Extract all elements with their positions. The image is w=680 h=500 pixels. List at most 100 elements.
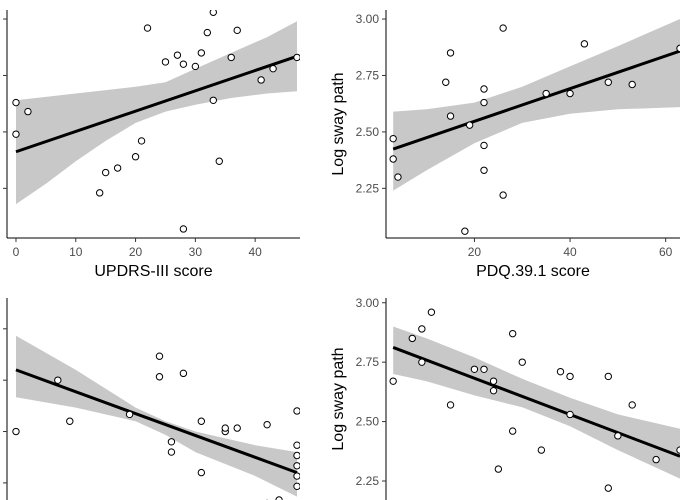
data-point bbox=[66, 417, 74, 425]
data-point bbox=[628, 80, 636, 89]
data-point bbox=[233, 26, 241, 35]
data-point bbox=[173, 51, 182, 59]
plot-area bbox=[12, 335, 300, 500]
data-point bbox=[465, 121, 474, 129]
data-point bbox=[167, 438, 176, 446]
x-tick-label: 20 bbox=[129, 245, 143, 259]
data-point bbox=[604, 78, 612, 86]
data-point bbox=[131, 153, 140, 161]
data-point bbox=[221, 424, 229, 432]
x-tick-label: 0 bbox=[13, 245, 20, 259]
data-point bbox=[161, 58, 170, 66]
data-point bbox=[203, 28, 212, 37]
data-point bbox=[125, 410, 134, 419]
plot-area bbox=[12, 10, 300, 233]
data-point bbox=[470, 365, 479, 373]
panel-4: 2.25 2.50 2.75 3.00 Log sway path bbox=[330, 296, 680, 500]
confidence-band bbox=[16, 21, 297, 205]
data-point bbox=[293, 472, 300, 480]
data-point bbox=[446, 401, 455, 409]
data-point bbox=[24, 107, 32, 116]
regression-line bbox=[15, 368, 298, 475]
y-tick-label: 3.00 bbox=[356, 12, 380, 26]
x-tick-label: 40 bbox=[563, 245, 577, 259]
x-tick-label: 20 bbox=[468, 245, 482, 259]
data-point bbox=[12, 427, 20, 436]
panel-3 bbox=[3, 298, 300, 500]
data-point bbox=[227, 53, 235, 62]
data-point bbox=[537, 446, 546, 454]
data-point bbox=[508, 329, 517, 338]
data-point bbox=[293, 451, 300, 460]
x-tick-label: 40 bbox=[248, 245, 262, 259]
data-point bbox=[489, 386, 498, 395]
data-point bbox=[499, 191, 507, 199]
regression-line bbox=[392, 346, 680, 458]
data-point bbox=[257, 76, 265, 84]
data-point bbox=[155, 352, 164, 360]
y-tick-label: 2.75 bbox=[356, 68, 380, 82]
data-point bbox=[293, 482, 300, 491]
data-point bbox=[566, 410, 574, 419]
data-point bbox=[263, 420, 271, 429]
data-point bbox=[137, 137, 146, 145]
data-point bbox=[489, 377, 498, 385]
data-point bbox=[446, 112, 455, 120]
data-point bbox=[389, 377, 397, 385]
data-point bbox=[427, 308, 436, 316]
y-tick-label: 2.25 bbox=[356, 474, 380, 488]
data-point bbox=[480, 166, 488, 174]
y-axis-title: Log sway path bbox=[330, 347, 347, 450]
data-point bbox=[604, 484, 612, 492]
data-point bbox=[293, 53, 300, 62]
data-point bbox=[179, 225, 188, 233]
panel-2: 2.25 2.50 2.75 3.00 20 40 60 PDQ.39.1 score Log … bbox=[330, 10, 680, 280]
data-point bbox=[461, 227, 469, 235]
regression-line bbox=[392, 49, 680, 151]
data-point bbox=[566, 89, 574, 98]
data-point bbox=[293, 407, 300, 415]
data-point bbox=[179, 369, 188, 378]
data-point bbox=[556, 367, 565, 376]
confidence-band bbox=[393, 19, 680, 191]
data-point bbox=[209, 96, 217, 104]
data-point bbox=[215, 157, 223, 165]
x-tick-label: 60 bbox=[659, 245, 673, 259]
data-point bbox=[418, 325, 426, 333]
data-point bbox=[179, 60, 188, 68]
data-point bbox=[542, 89, 550, 98]
data-point bbox=[614, 432, 622, 440]
x-axis-title: PDQ.39.1 score bbox=[476, 263, 590, 280]
data-point bbox=[604, 372, 612, 381]
y-tick-label: 2.50 bbox=[356, 415, 380, 429]
data-point bbox=[12, 130, 20, 138]
x-axis-title: UPDRS-III score bbox=[94, 263, 212, 280]
data-point bbox=[499, 24, 507, 32]
data-point bbox=[652, 455, 660, 464]
data-point bbox=[54, 376, 62, 384]
y-tick-label: 2.25 bbox=[356, 181, 380, 195]
data-point bbox=[293, 462, 300, 470]
panel-1: 0 10 20 30 40 UPDRS-III score bbox=[3, 10, 300, 280]
data-point bbox=[389, 155, 397, 163]
data-point bbox=[518, 358, 526, 366]
data-point bbox=[628, 401, 636, 409]
data-point bbox=[446, 49, 455, 57]
data-point bbox=[143, 24, 152, 32]
data-point bbox=[197, 468, 206, 477]
data-point bbox=[494, 465, 503, 473]
data-point bbox=[480, 98, 488, 107]
plot-area bbox=[389, 308, 680, 492]
data-point bbox=[167, 448, 176, 456]
data-point bbox=[394, 173, 402, 181]
regression-line bbox=[15, 54, 298, 154]
data-point bbox=[12, 98, 20, 107]
data-point bbox=[101, 168, 110, 177]
data-point bbox=[293, 441, 300, 449]
x-tick-label: 30 bbox=[189, 245, 203, 259]
plot-area bbox=[389, 19, 680, 235]
data-point bbox=[442, 78, 450, 86]
data-point bbox=[580, 40, 589, 48]
y-tick-label: 2.50 bbox=[356, 125, 380, 139]
